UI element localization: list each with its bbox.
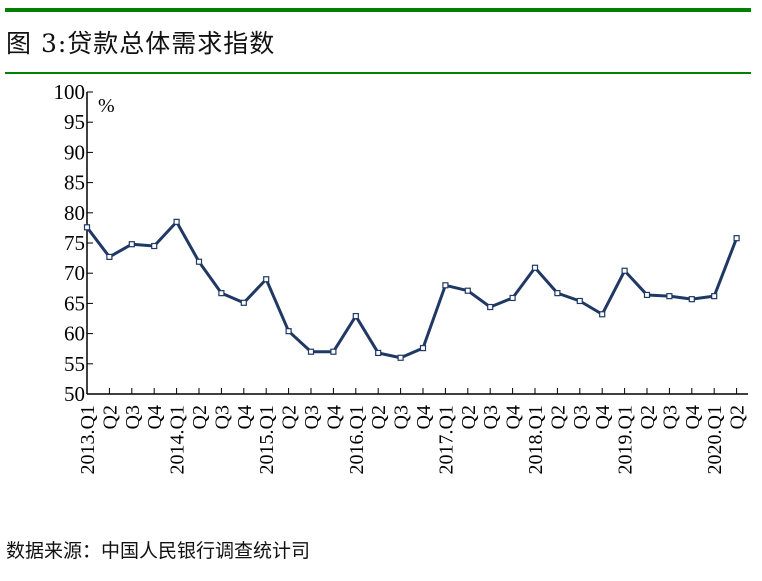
data-point [487, 303, 494, 311]
x-tick-label: 2019.Q1 [615, 405, 637, 474]
x-tick-label: Q3 [391, 405, 413, 429]
data-point [173, 218, 180, 225]
x-tick-label: Q4 [323, 405, 345, 429]
data-point [128, 241, 135, 248]
x-tick-label: 2018.Q1 [525, 405, 547, 474]
x-tick-label: 2013.Q1 [77, 405, 99, 474]
data-point [666, 293, 673, 300]
data-point [263, 276, 270, 283]
data-point [307, 348, 315, 355]
y-tick-label: 60 [64, 322, 85, 346]
x-tick-label: Q3 [659, 405, 681, 429]
x-tick-label: 2015.Q1 [256, 405, 278, 474]
x-tick-label: Q2 [458, 405, 480, 429]
top-rule [5, 8, 751, 12]
series-line [85, 220, 738, 360]
x-tick-label: 2017.Q1 [435, 405, 457, 474]
y-tick-label: 80 [64, 201, 85, 225]
data-point [711, 293, 718, 300]
data-point [218, 290, 225, 297]
data-point [397, 354, 404, 361]
x-tick-label: Q2 [637, 405, 659, 429]
x-tick-label: Q2 [727, 405, 749, 429]
data-point [151, 242, 158, 250]
data-point [83, 224, 91, 231]
y-tick-label: 90 [64, 140, 85, 164]
y-tick-label: 65 [64, 291, 85, 315]
data-point [442, 282, 449, 289]
x-tick-label: Q3 [301, 405, 323, 429]
data-point [576, 297, 583, 305]
x-tick-label: Q2 [189, 405, 211, 429]
x-tick-label: 2020.Q1 [704, 405, 726, 474]
x-tick-label: Q2 [99, 405, 121, 429]
y-tick-label: 100 [54, 80, 86, 104]
y-tick-label: 50 [64, 382, 85, 406]
data-point [599, 311, 606, 318]
data-point [509, 294, 516, 302]
data-point [733, 235, 740, 242]
x-tick-label: Q4 [592, 405, 614, 429]
y-tick-label: 55 [64, 352, 85, 376]
x-tick-label: Q4 [413, 405, 435, 429]
data-point [330, 348, 337, 355]
x-tick-label: Q3 [480, 405, 502, 429]
x-tick-label: Q2 [279, 405, 301, 429]
x-tick-label: 2014.Q1 [167, 405, 189, 474]
y-tick-label: 85 [64, 171, 85, 195]
y-tick-label: 95 [64, 110, 85, 134]
x-tick-label: Q4 [144, 405, 166, 429]
x-tick-label: Q3 [570, 405, 592, 429]
y-unit-label: % [98, 95, 115, 117]
title-rule [5, 72, 751, 74]
x-tick-label: Q4 [234, 405, 256, 429]
x-tick-label: Q3 [211, 405, 233, 429]
data-point [643, 291, 651, 299]
x-tick-label: 2016.Q1 [346, 405, 368, 474]
x-tick-label: Q2 [547, 405, 569, 429]
source-note: 数据来源：中国人民银行调查统计司 [6, 540, 311, 562]
data-point [688, 296, 695, 303]
data-point [352, 312, 359, 320]
data-point [419, 344, 427, 352]
data-point [195, 258, 203, 265]
x-tick-label: Q4 [682, 405, 704, 429]
data-point [375, 349, 382, 357]
data-point [621, 267, 628, 274]
x-tick-label: Q2 [368, 405, 390, 429]
data-point [240, 299, 247, 306]
data-point [106, 253, 113, 260]
y-tick-label: 75 [64, 231, 85, 255]
data-point [531, 264, 539, 271]
y-tick-label: 70 [64, 261, 85, 285]
figure-title: 图 3:贷款总体需求指数 [6, 29, 276, 58]
data-point [285, 328, 292, 335]
data-point [464, 287, 471, 294]
x-tick-label: Q3 [122, 405, 144, 429]
x-tick-label: Q4 [503, 405, 525, 429]
data-point [554, 290, 561, 297]
